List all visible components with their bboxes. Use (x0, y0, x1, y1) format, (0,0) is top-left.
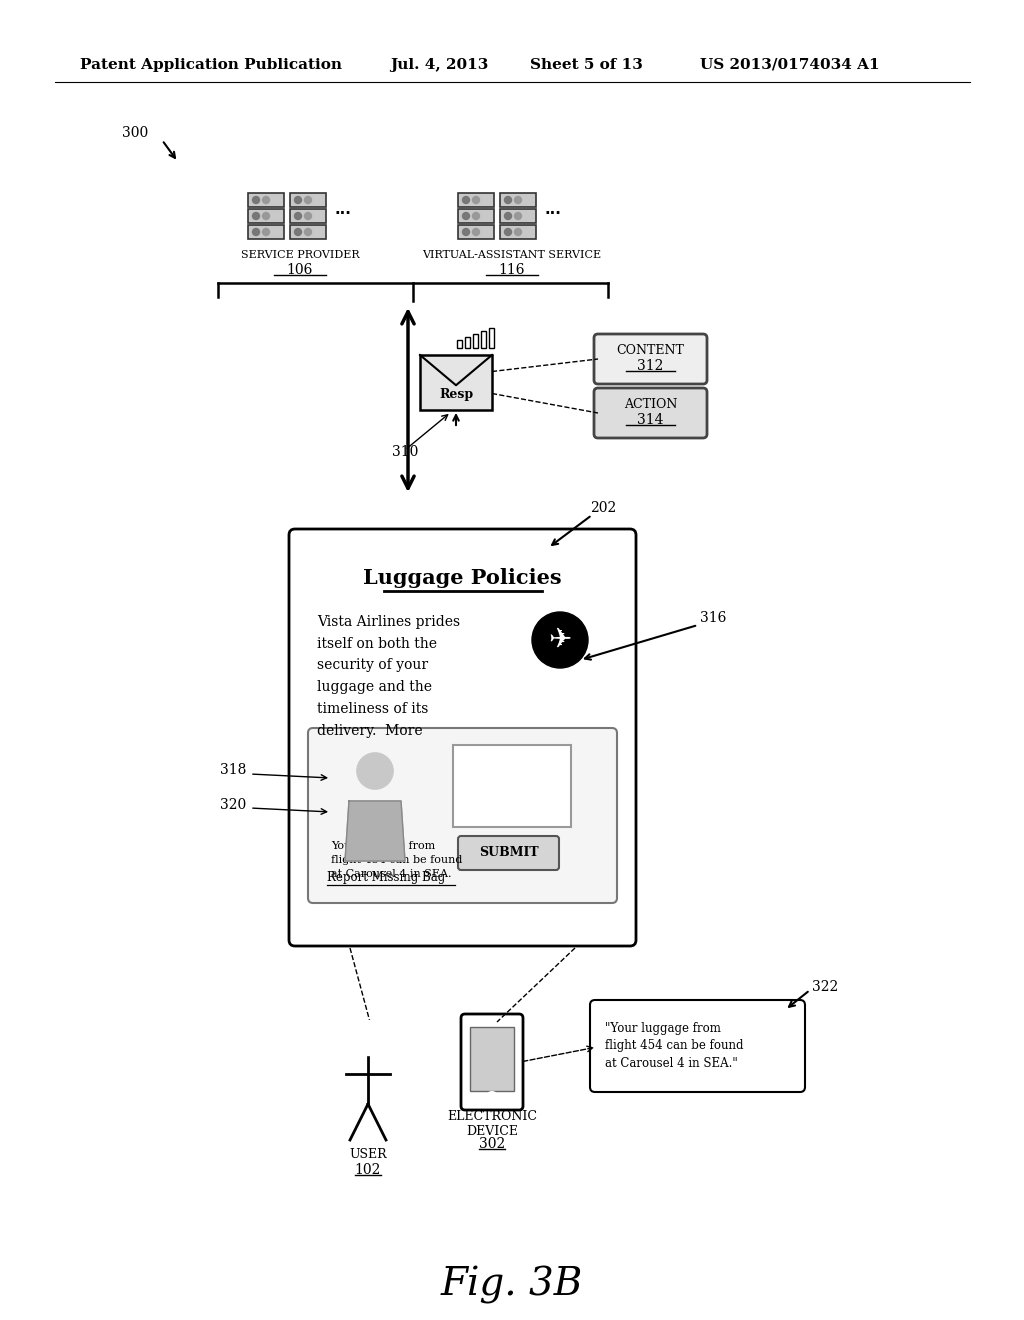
Text: 314: 314 (637, 413, 664, 426)
Circle shape (304, 197, 311, 203)
Circle shape (295, 197, 301, 203)
FancyBboxPatch shape (289, 529, 636, 946)
Circle shape (262, 197, 269, 203)
Text: 316: 316 (700, 611, 726, 624)
FancyBboxPatch shape (290, 209, 326, 223)
Circle shape (514, 213, 521, 219)
FancyBboxPatch shape (500, 224, 536, 239)
Text: 106: 106 (287, 263, 313, 277)
Circle shape (532, 612, 588, 668)
Text: Patent Application Publication: Patent Application Publication (80, 58, 342, 73)
Circle shape (472, 213, 479, 219)
FancyBboxPatch shape (594, 388, 707, 438)
FancyBboxPatch shape (248, 209, 284, 223)
Circle shape (304, 228, 311, 235)
Text: "Your luggage from
flight 454 can be found
at Carousel 4 in SEA.": "Your luggage from flight 454 can be fou… (605, 1022, 743, 1071)
FancyBboxPatch shape (470, 1027, 514, 1092)
Text: 102: 102 (354, 1163, 381, 1177)
Text: 300: 300 (122, 125, 148, 140)
FancyBboxPatch shape (420, 355, 492, 411)
Circle shape (463, 197, 469, 203)
Circle shape (304, 213, 311, 219)
Text: Fig. 3B: Fig. 3B (440, 1266, 584, 1304)
Text: 322: 322 (812, 979, 839, 994)
Text: ...: ... (544, 202, 561, 216)
Circle shape (253, 197, 259, 203)
Bar (465, 337, 470, 348)
Circle shape (514, 197, 521, 203)
Circle shape (262, 228, 269, 235)
Text: US 2013/0174034 A1: US 2013/0174034 A1 (700, 58, 880, 73)
Bar (481, 331, 486, 348)
Circle shape (253, 228, 259, 235)
Text: ✈: ✈ (549, 626, 571, 653)
Circle shape (262, 213, 269, 219)
Text: 302: 302 (479, 1137, 505, 1151)
Circle shape (253, 213, 259, 219)
Text: ELECTRONIC
DEVICE: ELECTRONIC DEVICE (447, 1110, 537, 1138)
FancyBboxPatch shape (453, 744, 571, 828)
Circle shape (295, 213, 301, 219)
Circle shape (472, 228, 479, 235)
FancyBboxPatch shape (458, 224, 494, 239)
FancyBboxPatch shape (308, 729, 617, 903)
FancyBboxPatch shape (248, 224, 284, 239)
Text: USER: USER (349, 1148, 387, 1162)
Bar (489, 327, 494, 348)
Circle shape (514, 228, 521, 235)
FancyBboxPatch shape (458, 209, 494, 223)
Text: 318: 318 (219, 763, 246, 777)
Text: 320: 320 (220, 799, 246, 812)
Text: SERVICE PROVIDER: SERVICE PROVIDER (241, 249, 359, 260)
Circle shape (351, 1020, 385, 1055)
Circle shape (295, 228, 301, 235)
Bar (473, 334, 478, 348)
Text: Jul. 4, 2013: Jul. 4, 2013 (390, 58, 488, 73)
Text: 116: 116 (499, 263, 525, 277)
FancyBboxPatch shape (590, 1001, 805, 1092)
Polygon shape (345, 801, 406, 861)
Text: ...: ... (334, 202, 351, 216)
Text: ACTION: ACTION (624, 399, 677, 412)
FancyBboxPatch shape (500, 193, 536, 207)
FancyBboxPatch shape (461, 1014, 523, 1110)
FancyBboxPatch shape (458, 836, 559, 870)
Text: Luggage Policies: Luggage Policies (364, 568, 562, 587)
Text: VIRTUAL-ASSISTANT SERVICE: VIRTUAL-ASSISTANT SERVICE (423, 249, 601, 260)
Text: Report Missing Bag: Report Missing Bag (327, 871, 445, 884)
Circle shape (472, 197, 479, 203)
FancyBboxPatch shape (290, 224, 326, 239)
FancyBboxPatch shape (248, 193, 284, 207)
Text: 310: 310 (392, 445, 419, 459)
Text: CONTENT: CONTENT (616, 345, 684, 358)
Circle shape (487, 1092, 497, 1102)
Text: Sheet 5 of 13: Sheet 5 of 13 (530, 58, 643, 73)
FancyBboxPatch shape (500, 209, 536, 223)
Circle shape (505, 213, 512, 219)
FancyBboxPatch shape (458, 193, 494, 207)
Circle shape (357, 752, 393, 789)
FancyBboxPatch shape (594, 334, 707, 384)
Circle shape (505, 197, 512, 203)
Text: 202: 202 (590, 502, 616, 515)
Circle shape (505, 228, 512, 235)
Text: SUBMIT: SUBMIT (478, 846, 539, 859)
Text: Your luggage from
flight 454 can be found
at Carousel 4 in SEA.: Your luggage from flight 454 can be foun… (331, 841, 463, 879)
Circle shape (463, 213, 469, 219)
Bar (457, 341, 462, 348)
Circle shape (463, 228, 469, 235)
Text: 312: 312 (637, 359, 664, 374)
FancyBboxPatch shape (290, 193, 326, 207)
Text: Vista Airlines prides
itself on both the
security of your
luggage and the
timeli: Vista Airlines prides itself on both the… (317, 615, 460, 738)
Text: Resp: Resp (439, 388, 473, 401)
